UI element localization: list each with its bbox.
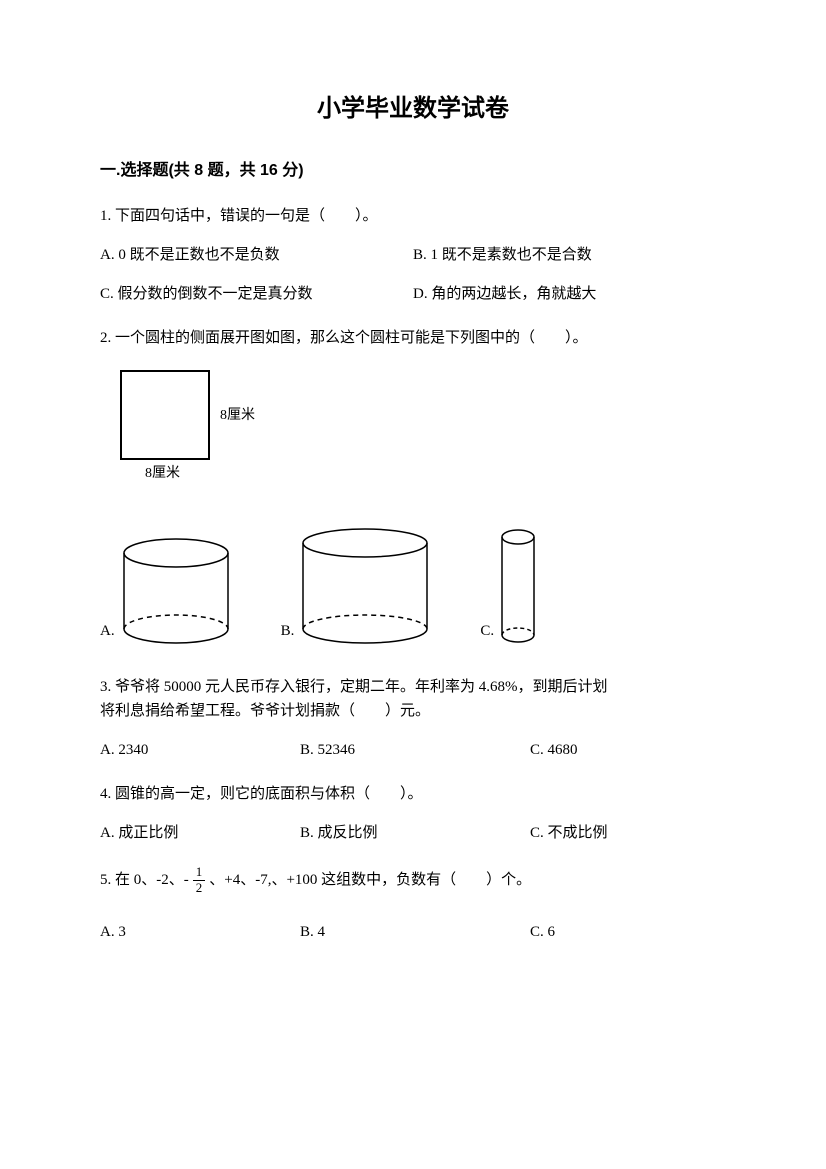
q1-opt-a: A. 0 既不是正数也不是负数 bbox=[100, 243, 413, 267]
q2-cyl-c-label: C. bbox=[480, 619, 494, 643]
question-5: 5. 在 0、-2、- 1 2 、+4、-7,、+100 这组数中，负数有（ ）… bbox=[100, 865, 726, 944]
q2-cylinder-a-icon bbox=[121, 535, 231, 645]
q4-opt-c: C. 不成比例 bbox=[530, 821, 726, 845]
q1-opt-c: C. 假分数的倒数不一定是真分数 bbox=[100, 282, 413, 306]
q5-text-pre: 5. 在 0、-2、- bbox=[100, 868, 189, 892]
q1-options-row1: A. 0 既不是正数也不是负数 B. 1 既不是素数也不是合数 bbox=[100, 243, 726, 267]
q3-opt-a: A. 2340 bbox=[100, 738, 300, 762]
q2-cylinder-c-icon bbox=[500, 527, 536, 645]
q2-cylinder-b-icon bbox=[300, 525, 430, 645]
q2-cyl-b-label: B. bbox=[281, 619, 295, 643]
q4-opt-b: B. 成反比例 bbox=[300, 821, 530, 845]
q3-text-line1: 3. 爷爷将 50000 元人民币存入银行，定期二年。年利率为 4.68%，到期… bbox=[100, 675, 726, 699]
q2-square-figure: 8厘米 8厘米 bbox=[120, 370, 726, 485]
q2-square-label-right: 8厘米 bbox=[220, 405, 255, 427]
q5-frac-den: 2 bbox=[193, 881, 206, 895]
q5-frac-num: 1 bbox=[193, 865, 206, 880]
q5-text: 5. 在 0、-2、- 1 2 、+4、-7,、+100 这组数中，负数有（ ）… bbox=[100, 865, 726, 895]
q4-options: A. 成正比例 B. 成反比例 C. 不成比例 bbox=[100, 821, 726, 845]
q5-opt-c: C. 6 bbox=[530, 920, 726, 944]
q1-opt-d: D. 角的两边越长，角就越大 bbox=[413, 282, 726, 306]
exam-title: 小学毕业数学试卷 bbox=[100, 90, 726, 128]
q5-opt-b: B. 4 bbox=[300, 920, 530, 944]
q5-opt-a: A. 3 bbox=[100, 920, 300, 944]
q3-opt-b: B. 52346 bbox=[300, 738, 530, 762]
q5-options: A. 3 B. 4 C. 6 bbox=[100, 920, 726, 944]
question-2: 2. 一个圆柱的侧面展开图如图，那么这个圆柱可能是下列图中的（ ）。 8厘米 8… bbox=[100, 326, 726, 645]
section-1-header: 一.选择题(共 8 题，共 16 分) bbox=[100, 158, 726, 184]
q5-text-post: 、+4、-7,、+100 这组数中，负数有（ ）个。 bbox=[209, 868, 531, 892]
q3-opt-c: C. 4680 bbox=[530, 738, 726, 762]
q1-opt-b: B. 1 既不是素数也不是合数 bbox=[413, 243, 726, 267]
q5-fraction: 1 2 bbox=[193, 865, 206, 895]
q4-text: 4. 圆锥的高一定，则它的底面积与体积（ ）。 bbox=[100, 782, 726, 806]
q2-square-container: 8厘米 bbox=[120, 370, 726, 463]
q1-options-row2: C. 假分数的倒数不一定是真分数 D. 角的两边越长，角就越大 bbox=[100, 282, 726, 306]
q2-cyl-opt-c: C. bbox=[480, 527, 536, 645]
q3-options: A. 2340 B. 52346 C. 4680 bbox=[100, 738, 726, 762]
q2-cyl-opt-b: B. bbox=[281, 525, 431, 645]
q4-opt-a: A. 成正比例 bbox=[100, 821, 300, 845]
q2-cyl-a-label: A. bbox=[100, 619, 115, 643]
q2-cylinders-row: A. B. C. bbox=[100, 525, 726, 645]
q3-text-line2: 将利息捐给希望工程。爷爷计划捐款（ ）元。 bbox=[100, 699, 726, 723]
q2-text: 2. 一个圆柱的侧面展开图如图，那么这个圆柱可能是下列图中的（ ）。 bbox=[100, 326, 726, 350]
question-3: 3. 爷爷将 50000 元人民币存入银行，定期二年。年利率为 4.68%，到期… bbox=[100, 675, 726, 762]
q2-cyl-opt-a: A. bbox=[100, 535, 231, 645]
question-1: 1. 下面四句话中，错误的一句是（ ）。 A. 0 既不是正数也不是负数 B. … bbox=[100, 204, 726, 306]
q2-square-box bbox=[120, 370, 210, 460]
question-4: 4. 圆锥的高一定，则它的底面积与体积（ ）。 A. 成正比例 B. 成反比例 … bbox=[100, 782, 726, 845]
q1-text: 1. 下面四句话中，错误的一句是（ ）。 bbox=[100, 204, 726, 228]
q2-square-label-bottom: 8厘米 bbox=[145, 463, 726, 485]
